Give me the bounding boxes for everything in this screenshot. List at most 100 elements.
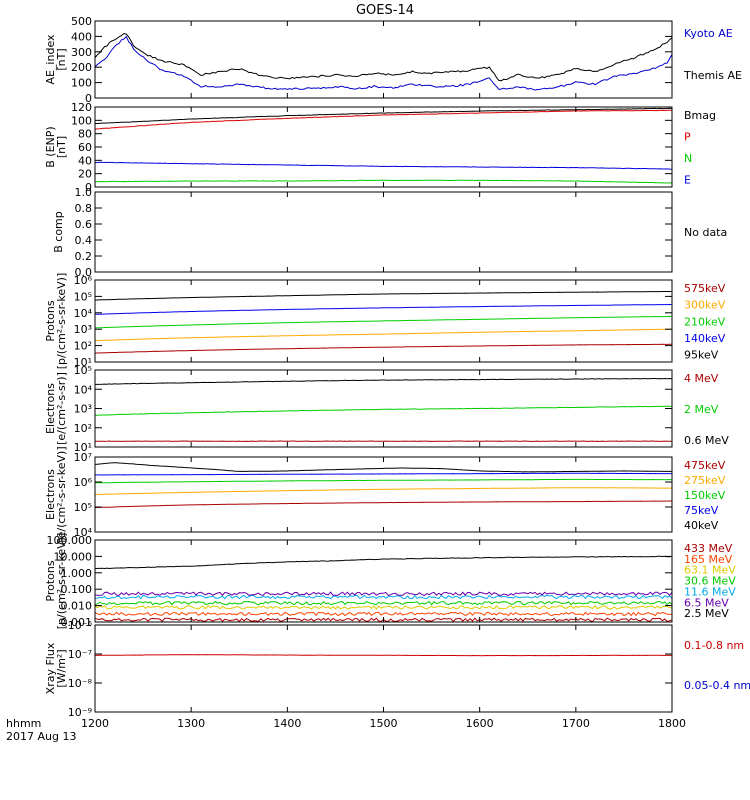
y-tick-label: 20 — [78, 168, 92, 181]
series-line-63-1-mev — [95, 605, 672, 610]
y-axis-label: [p/(cm²-s-sr-keV)] — [55, 533, 68, 630]
y-tick-label: 10¹ — [74, 441, 92, 454]
series-line-e — [95, 161, 672, 170]
legend-label: P — [684, 131, 691, 144]
y-axis-label: AE_index — [44, 34, 57, 85]
y-tick-label: 120 — [71, 101, 92, 114]
y-axis-label: [p/(cm²-s-sr-keV)] — [55, 273, 68, 370]
series-line-themis-ae — [95, 32, 672, 82]
legend-label: 0.6 MeV — [684, 434, 729, 447]
series-line-0-6-mev — [95, 377, 672, 385]
y-tick-label: 0.010 — [61, 600, 93, 613]
y-axis-label: [nT] — [55, 48, 68, 70]
panel-series-group — [95, 291, 672, 354]
y-tick-label: 80 — [78, 128, 92, 141]
legend-label: 0.1-0.8 nm — [684, 639, 744, 652]
panel-protons-low: 10¹ 10² 10³ 10⁴ 10⁵ 10⁶ Protons[p/(cm²-s-sr-ke… — [44, 273, 726, 370]
series-line-0-1-0-8-nm — [95, 654, 672, 657]
y-tick-label: 60 — [78, 141, 92, 154]
panel-series-group — [95, 377, 672, 442]
x-tick-label: 1600 — [466, 717, 494, 730]
y-tick-label: 10³ — [74, 323, 92, 336]
legend-label: 4 MeV — [684, 372, 719, 385]
legend-label: 0.05-0.4 nm — [684, 679, 750, 692]
panel-series-group — [95, 654, 672, 657]
y-tick-label: 10⁷ — [74, 451, 92, 464]
y-axis-label: Xray Flux — [44, 642, 57, 694]
series-line-2-5-mev — [95, 555, 672, 570]
y-tick-label: 1.0 — [75, 186, 93, 199]
y-tick-label: 10⁻⁷ — [68, 648, 92, 661]
y-tick-label: 0.2 — [75, 250, 93, 263]
y-tick-label: 400 — [71, 30, 92, 43]
legend-label: Bmag — [684, 109, 716, 122]
y-tick-label: 10⁶ — [74, 476, 93, 489]
panel-xray: 10⁻⁹ 10⁻⁸ 10⁻⁷ 10⁻⁶ Xray Flux[W/m²] 0.1-0.8 n… — [44, 619, 750, 719]
y-tick-label: 500 — [71, 15, 92, 28]
y-tick-label: 10⁴ — [74, 307, 93, 320]
legend-label: Kyoto AE — [684, 27, 733, 40]
series-line-165-mev — [95, 611, 672, 617]
legend-label: 275keV — [684, 474, 726, 487]
y-tick-label: 100.000 — [47, 534, 93, 547]
figure-title: GOES-14 — [356, 3, 414, 18]
legend-label: 2 MeV — [684, 403, 719, 416]
legend-label: 165 MeV — [684, 553, 733, 566]
y-tick-label: 0.100 — [61, 583, 93, 596]
y-tick-label: 10⁴ — [74, 383, 93, 396]
y-tick-label: 10⁵ — [74, 290, 92, 303]
series-line-n — [95, 179, 672, 184]
series-line-575kev — [95, 343, 672, 354]
series-line-300kev — [95, 328, 672, 342]
y-tick-label: 10² — [74, 422, 92, 435]
series-line-475kev — [95, 500, 672, 509]
x-tick-label: 1700 — [562, 717, 590, 730]
legend-label: 210keV — [684, 315, 726, 328]
series-line-210kev — [95, 315, 672, 329]
panel-electrons-kev: 10⁴ 10⁵ 10⁶ 10⁷ Electrons[e/(cm²-s-sr-keV)] 4… — [44, 446, 726, 542]
y-tick-label: 100 — [71, 114, 92, 127]
y-tick-label: 200 — [71, 61, 92, 74]
legend-label: E — [684, 174, 691, 187]
y-tick-label: 0.001 — [61, 616, 93, 629]
x-tick-label: 1800 — [658, 717, 686, 730]
y-tick-label: 0.8 — [75, 202, 93, 215]
legend-label: 11.6 MeV — [684, 585, 736, 598]
series-line-6-5-mev — [95, 591, 672, 597]
series-line-75kev — [95, 472, 672, 476]
y-tick-label: 10⁵ — [74, 501, 92, 514]
x-tick-label: 1500 — [370, 717, 398, 730]
series-line-40kev — [95, 462, 672, 473]
series-line-30-6-mev — [95, 600, 672, 606]
y-axis-label: B (ENP) — [44, 126, 57, 167]
y-tick-label: 10⁴ — [74, 526, 93, 539]
x-axis: 1200 1300 1400 1500 1600 1700 1800 — [81, 21, 686, 730]
y-tick-label: 10⁻⁸ — [68, 677, 93, 690]
series-line-11-6-mev — [95, 594, 672, 600]
legend-label: 575keV — [684, 282, 726, 295]
y-axis-label: Protons — [44, 560, 57, 601]
legend-label: 300keV — [684, 299, 726, 312]
y-tick-label: 300 — [71, 46, 92, 59]
series-line-150kev — [95, 478, 672, 484]
y-axis-label: [nT] — [55, 136, 68, 158]
y-tick-label: 1.000 — [61, 567, 93, 580]
y-tick-label: 100 — [71, 77, 92, 90]
y-axis-label: [e/(cm²-s-sr)] — [55, 372, 68, 445]
panel-b-comp: 0.0 0.2 0.4 0.6 0.8 1.0 B comp No data — [52, 186, 727, 279]
legend-label: 75keV — [684, 504, 719, 517]
y-tick-label: 0.4 — [75, 234, 93, 247]
y-tick-label: 10³ — [74, 403, 92, 416]
y-tick-label: 10² — [74, 340, 92, 353]
legend-label: 63.1 MeV — [684, 564, 736, 577]
series-line-275kev — [95, 487, 672, 495]
legend-label: 30.6 MeV — [684, 575, 736, 588]
x-tick-label: 1200 — [81, 717, 109, 730]
x-axis-date-label: 2017 Aug 13 — [6, 730, 76, 743]
x-axis-corner-label: hhmm — [6, 717, 41, 730]
y-tick-label: 0 — [85, 92, 92, 105]
legend-label: Themis AE — [683, 69, 742, 82]
y-axis-label: Electrons — [44, 383, 57, 434]
